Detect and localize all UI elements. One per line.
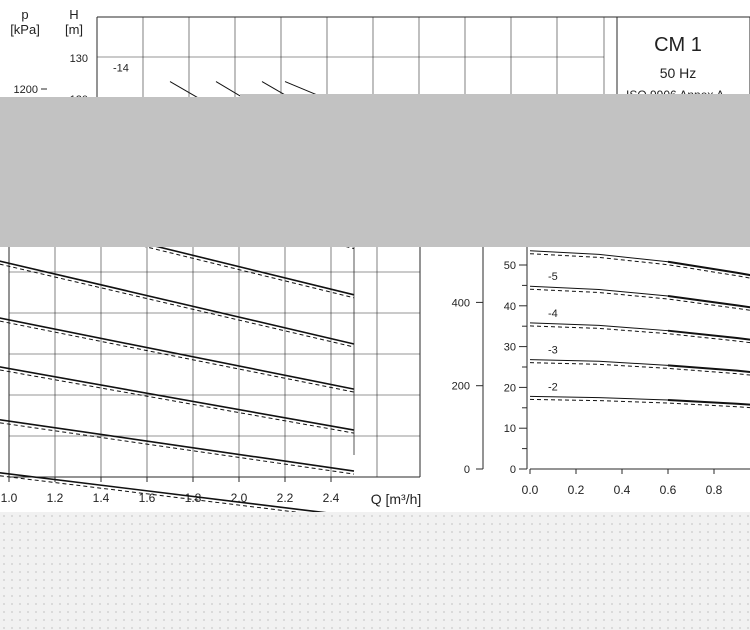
- right-series-label: -5: [548, 271, 558, 283]
- right-series-line: [529, 395, 750, 406]
- left-curve: [0, 472, 355, 517]
- left-x-tick-label: 1.4: [93, 491, 110, 505]
- right-x-tick-label: 0.2: [568, 483, 585, 497]
- right-y-tick-label: 40: [504, 301, 516, 313]
- right-y-tick-label: 10: [504, 423, 516, 435]
- title-box: CM 1 50 Hz ISO 9906 Annex A: [616, 16, 750, 102]
- right-series-heavy: [667, 260, 750, 277]
- right-p-tick-label: 400: [452, 297, 470, 309]
- left-p-tick-label: 1200: [14, 84, 38, 96]
- left-x-tick-label: 2.4: [323, 491, 340, 505]
- right-y-tick-label: 50: [504, 260, 516, 272]
- left-curve: [0, 366, 355, 431]
- right-x-tick-label: 0.4: [614, 483, 631, 497]
- q-axis-label: Q [m³/h]: [371, 491, 422, 507]
- h-axis-label: H: [69, 7, 78, 22]
- p-axis-label: p: [21, 7, 28, 22]
- right-series-line: [529, 250, 750, 276]
- right-series-label: -2: [548, 381, 558, 393]
- right-series-line-tolerance: [529, 253, 750, 279]
- left-curve-tolerance: [0, 475, 355, 520]
- left-x-tick-label: 1.2: [47, 491, 64, 505]
- left-x-tick-label: 1.8: [185, 491, 202, 505]
- right-x-tick-label: 0.6: [660, 483, 677, 497]
- h-axis-unit: [m]: [65, 22, 83, 37]
- frequency-label: 50 Hz: [660, 65, 697, 81]
- right-series-line-tolerance: [529, 288, 750, 311]
- model-title: CM 1: [654, 34, 702, 56]
- right-series-line-tolerance: [529, 398, 750, 409]
- left-curve: [0, 317, 355, 390]
- left-series-label: -14: [113, 62, 129, 74]
- dotted-background: [0, 512, 750, 630]
- left-x-tick-label: 1.0: [1, 491, 18, 505]
- right-series-heavy: [667, 295, 750, 309]
- left-curve-tolerance: [0, 369, 355, 434]
- right-series-line: [529, 285, 750, 308]
- left-y-tick-label: 130: [70, 53, 88, 65]
- right-y-tick-label: 20: [504, 382, 516, 394]
- axis-header-labels: p [kPa] H [m] Q [m³/h]: [10, 7, 421, 507]
- right-series-heavy: [667, 399, 750, 406]
- right-x-tick-label: 0.8: [706, 483, 723, 497]
- left-curve: [0, 260, 355, 345]
- occluder: [0, 97, 750, 247]
- right-series-line: [529, 359, 750, 373]
- right-series-label: -4: [548, 308, 558, 320]
- right-x-tick-label: 0.0: [522, 483, 539, 497]
- left-curve-tolerance: [0, 422, 355, 475]
- title-box-frame: [616, 16, 750, 100]
- left-x-tick-label: 2.2: [277, 491, 294, 505]
- right-series-line: [529, 322, 750, 341]
- right-series-label: -3: [548, 345, 558, 357]
- left-curve: [0, 419, 355, 472]
- right-p-tick-label: 0: [464, 464, 470, 476]
- p-axis-unit: [kPa]: [10, 22, 40, 37]
- right-y-tick-label: 30: [504, 342, 516, 354]
- occluder-top: [240, 94, 750, 98]
- right-chart: 0102030405002004000.00.20.40.60.8-6-5-4-…: [452, 236, 750, 497]
- right-p-tick-label: 200: [452, 381, 470, 393]
- right-y-tick-label: 0: [510, 464, 516, 476]
- right-series-heavy: [667, 364, 750, 374]
- left-x-tick-label: 1.6: [139, 491, 156, 505]
- right-series-heavy: [667, 329, 750, 341]
